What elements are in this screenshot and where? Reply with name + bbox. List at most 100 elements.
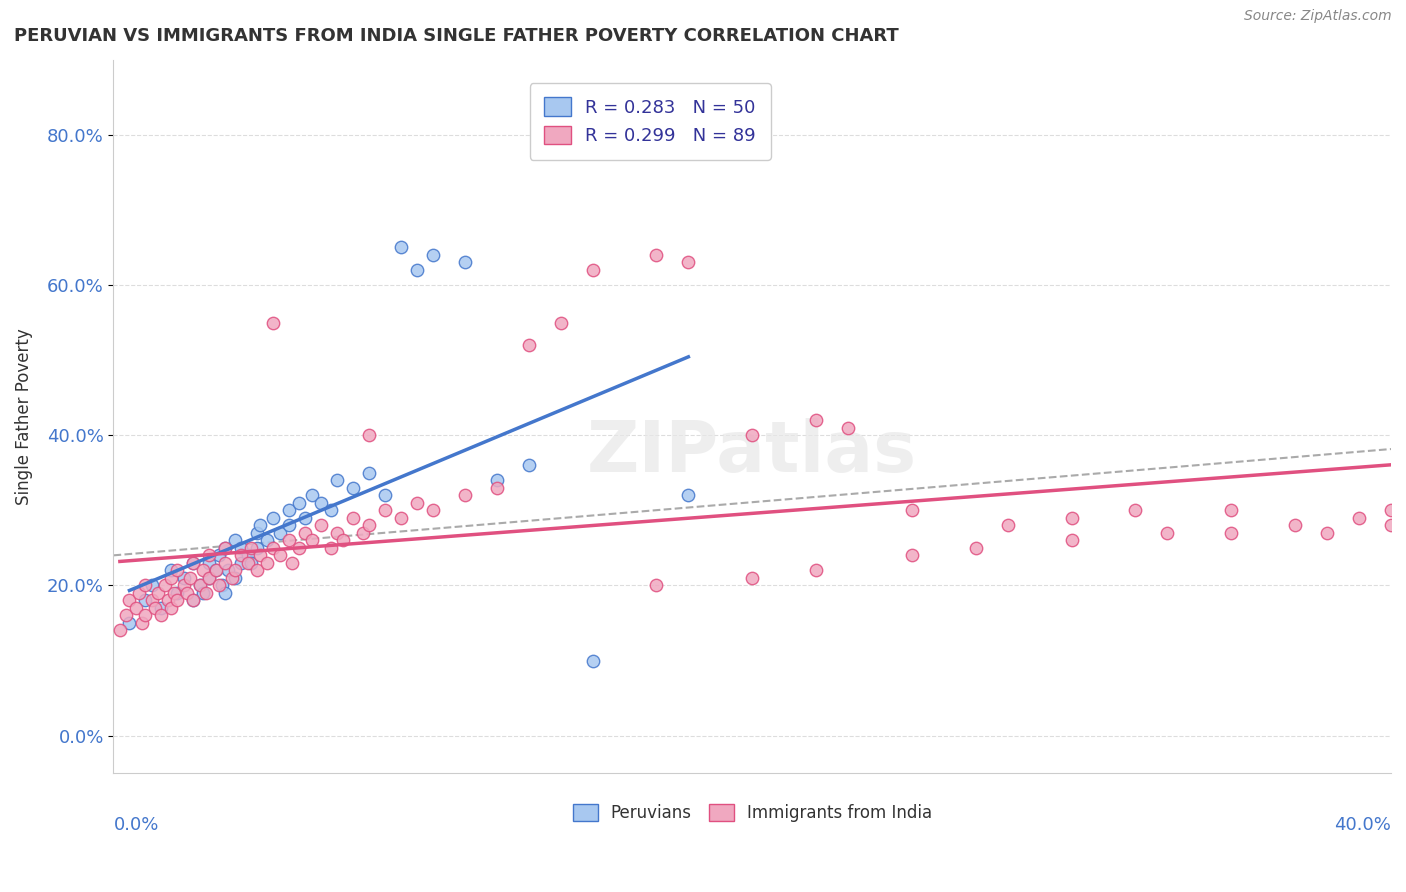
- Point: [357, 518, 380, 533]
- Point: [118, 593, 141, 607]
- Point: [301, 488, 323, 502]
- Point: [179, 571, 201, 585]
- Point: [217, 563, 239, 577]
- Y-axis label: Single Father Poverty: Single Father Poverty: [15, 328, 32, 505]
- Point: [357, 466, 380, 480]
- Point: [191, 563, 214, 577]
- Point: [454, 488, 477, 502]
- Point: [389, 240, 412, 254]
- Point: [1060, 533, 1083, 548]
- Point: [1379, 518, 1402, 533]
- Point: [231, 541, 253, 555]
- Point: [214, 541, 236, 555]
- Point: [246, 541, 269, 555]
- Point: [118, 615, 141, 630]
- Point: [183, 556, 205, 570]
- Point: [278, 518, 301, 533]
- Point: [208, 578, 231, 592]
- Point: [236, 556, 259, 570]
- Point: [183, 593, 205, 607]
- Point: [269, 525, 291, 540]
- Point: [262, 510, 284, 524]
- Point: [166, 593, 188, 607]
- Point: [214, 541, 236, 555]
- Point: [249, 518, 271, 533]
- Point: [997, 518, 1019, 533]
- Point: [1125, 503, 1147, 517]
- Point: [454, 255, 477, 269]
- Point: [406, 263, 429, 277]
- Point: [239, 556, 262, 570]
- Point: [246, 563, 269, 577]
- Point: [208, 549, 231, 563]
- Point: [231, 556, 253, 570]
- Point: [198, 549, 221, 563]
- Point: [211, 578, 233, 592]
- Point: [309, 496, 332, 510]
- Point: [198, 556, 221, 570]
- Point: [1060, 510, 1083, 524]
- Point: [837, 420, 859, 434]
- Point: [389, 510, 412, 524]
- Point: [804, 563, 827, 577]
- Point: [131, 615, 153, 630]
- Point: [281, 556, 304, 570]
- Point: [645, 578, 668, 592]
- Point: [231, 549, 253, 563]
- Text: Source: ZipAtlas.com: Source: ZipAtlas.com: [1244, 9, 1392, 23]
- Point: [176, 586, 198, 600]
- Point: [153, 578, 176, 592]
- Point: [204, 563, 226, 577]
- Point: [287, 541, 309, 555]
- Point: [357, 428, 380, 442]
- Point: [517, 458, 540, 473]
- Point: [256, 533, 278, 548]
- Point: [108, 624, 131, 638]
- Point: [1220, 525, 1243, 540]
- Point: [278, 503, 301, 517]
- Point: [173, 578, 195, 592]
- Point: [134, 593, 156, 607]
- Point: [269, 549, 291, 563]
- Point: [156, 593, 179, 607]
- Point: [262, 541, 284, 555]
- Point: [141, 578, 163, 592]
- Point: [166, 586, 188, 600]
- Point: [422, 503, 444, 517]
- Point: [342, 510, 364, 524]
- Point: [294, 510, 316, 524]
- Point: [645, 248, 668, 262]
- Point: [183, 556, 205, 570]
- Point: [236, 549, 259, 563]
- Point: [198, 571, 221, 585]
- Text: PERUVIAN VS IMMIGRANTS FROM INDIA SINGLE FATHER POVERTY CORRELATION CHART: PERUVIAN VS IMMIGRANTS FROM INDIA SINGLE…: [14, 27, 898, 45]
- Point: [224, 533, 246, 548]
- Point: [204, 563, 226, 577]
- Point: [160, 601, 183, 615]
- Point: [239, 541, 262, 555]
- Point: [191, 586, 214, 600]
- Point: [406, 496, 429, 510]
- Point: [901, 549, 924, 563]
- Point: [550, 316, 572, 330]
- Point: [183, 593, 205, 607]
- Point: [901, 503, 924, 517]
- Point: [160, 563, 183, 577]
- Point: [256, 556, 278, 570]
- Point: [224, 571, 246, 585]
- Point: [1220, 503, 1243, 517]
- Point: [134, 608, 156, 623]
- Point: [246, 525, 269, 540]
- Point: [163, 586, 186, 600]
- Point: [134, 578, 156, 592]
- Point: [804, 413, 827, 427]
- Point: [581, 263, 603, 277]
- Point: [287, 496, 309, 510]
- Point: [678, 488, 700, 502]
- Point: [141, 593, 163, 607]
- Point: [678, 255, 700, 269]
- Point: [352, 525, 374, 540]
- Point: [128, 586, 150, 600]
- Point: [309, 518, 332, 533]
- Point: [517, 338, 540, 352]
